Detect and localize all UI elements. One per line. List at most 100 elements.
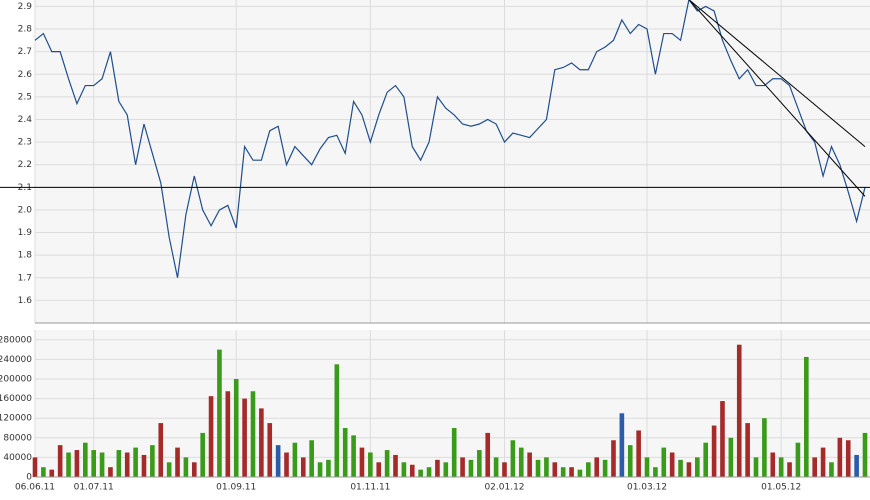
volume-bar [627,445,633,477]
volume-bar [535,459,541,477]
volume-bar [586,462,591,477]
y-tick-label: 2.3 [18,138,32,148]
volume-bar [736,344,742,477]
volume-bar [300,457,306,477]
volume-bar [443,462,449,477]
volume-bar [804,356,809,477]
volume-bar [594,457,600,477]
volume-bar [762,418,767,477]
y-tick-label: 2.0 [18,205,33,215]
y-tick-label: 1.8 [18,251,33,261]
volume-bar [376,462,382,477]
volume-bar [611,440,616,477]
y-tick-label: 2.9 [18,2,33,12]
volume-bar [275,445,281,477]
y-tick-label: 2.4 [18,115,33,125]
volume-bar [862,432,868,477]
volume-bar [787,462,792,477]
y-tick-label: 2.8 [18,25,33,35]
volume-bar [644,457,650,477]
y-tick-label: 2.2 [18,160,32,170]
volume-bar [384,450,390,477]
y-tick-label: 2.5 [18,92,32,102]
volume-bar [91,450,96,477]
volume-bar [770,452,776,477]
volume-bar [477,450,482,477]
volume-bar [242,398,247,477]
volume-bar [409,464,415,477]
volume-bar [602,459,608,477]
volume-bar [418,469,423,477]
y-tick-label: 1.7 [18,273,32,283]
volume-bar [158,423,164,477]
volume-bar [359,447,365,477]
volume-bar [426,467,432,477]
volume-bar [250,391,256,477]
volume-bar [510,440,516,477]
volume-bar [175,447,180,477]
x-tick-label: 02.01.12 [484,483,524,493]
volume-bar [217,349,222,477]
volume-bar [451,428,457,477]
volume-bar [703,442,709,477]
volume-bar [678,459,683,477]
volume-bar [460,457,465,477]
volume-bar [854,454,859,477]
volume-bar [368,452,373,477]
y-tick-label: 40000 [3,453,32,463]
volume-bar [191,462,197,477]
volume-bar [812,457,818,477]
volume-bar [259,408,264,477]
volume-bar [695,457,700,477]
volume-bar [560,467,566,477]
volume-bar [284,452,289,477]
volume-bar [577,469,583,477]
volume-bar [837,437,843,477]
y-tick-label: 200000 [0,375,32,385]
volume-bar [150,445,155,477]
volume-bar [124,452,130,477]
volume-bar [820,447,826,477]
x-tick-label: 06.06.11 [15,483,55,493]
x-tick-label: 01.09.11 [216,483,256,493]
volume-bar [485,432,491,477]
volume-bar [166,462,172,477]
volume-bar [493,457,499,477]
volume-bar [200,432,205,477]
volume-bar [661,447,667,477]
volume-bar [326,459,331,477]
volume-bar [393,454,398,477]
volume-bar [99,452,105,477]
y-tick-label: 160000 [0,394,32,404]
volume-bar [653,467,658,477]
volume-bar [845,440,851,477]
volume-bar [317,462,323,477]
volume-bar [711,425,717,477]
y-tick-label: 1.9 [18,228,33,238]
volume-bar [57,445,63,477]
y-tick-label: 2.6 [18,70,33,80]
x-tick-label: 01.07.11 [74,483,114,493]
volume-bar [544,457,549,477]
volume-bar [527,452,532,477]
volume-bar [552,462,558,477]
volume-bar [795,442,801,477]
volume-bar [41,467,46,477]
volume-bar [183,457,189,477]
volume-bar [720,401,725,477]
volume-bar [116,450,122,477]
volume-bar [267,423,273,477]
volume-bar [669,452,675,477]
volume-bar [636,430,641,477]
volume-bar [351,435,356,477]
volume-bar [66,452,71,477]
volume-bar [141,454,147,477]
y-tick-label: 80000 [3,433,32,443]
volume-bar [401,462,407,477]
volume-bar [753,457,759,477]
volume-bar [728,437,734,477]
volume-bar [829,462,834,477]
x-tick-label: 01.05.12 [761,483,801,493]
volume-bar [518,447,524,477]
